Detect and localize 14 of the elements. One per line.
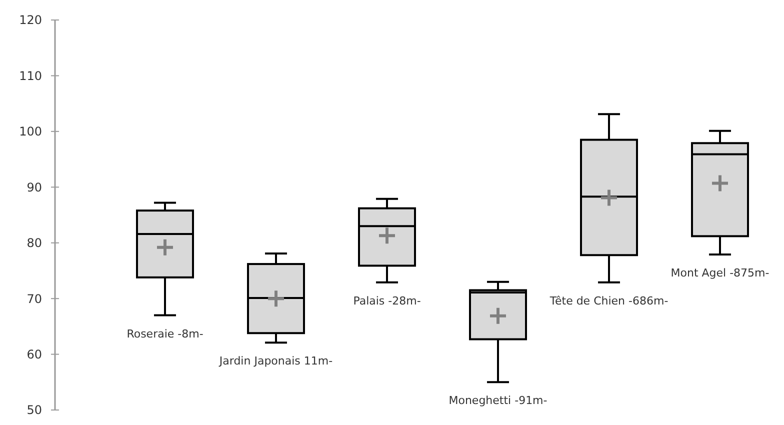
y-tick-label: 120 [19,13,42,28]
y-tick-label: 50 [26,403,42,418]
y-tick-label: 110 [19,68,42,83]
y-tick-label: 60 [26,347,42,362]
y-tick-label: 80 [26,236,42,250]
x-tick-label: Roseraie -8m- [126,327,204,340]
x-tick-label: Mont Agel -875m- [670,266,770,280]
x-tick-label: Palais -28m- [353,294,421,308]
x-tick-label: Moneghetti -91m- [448,394,548,408]
x-tick-label: Tête de Chien -686m- [548,294,668,308]
x-tick-label: Jardin Japonais 11m- [218,354,333,368]
y-tick-label: 100 [19,124,42,139]
y-tick-label: 90 [26,180,42,194]
y-tick-label: 70 [26,292,42,306]
